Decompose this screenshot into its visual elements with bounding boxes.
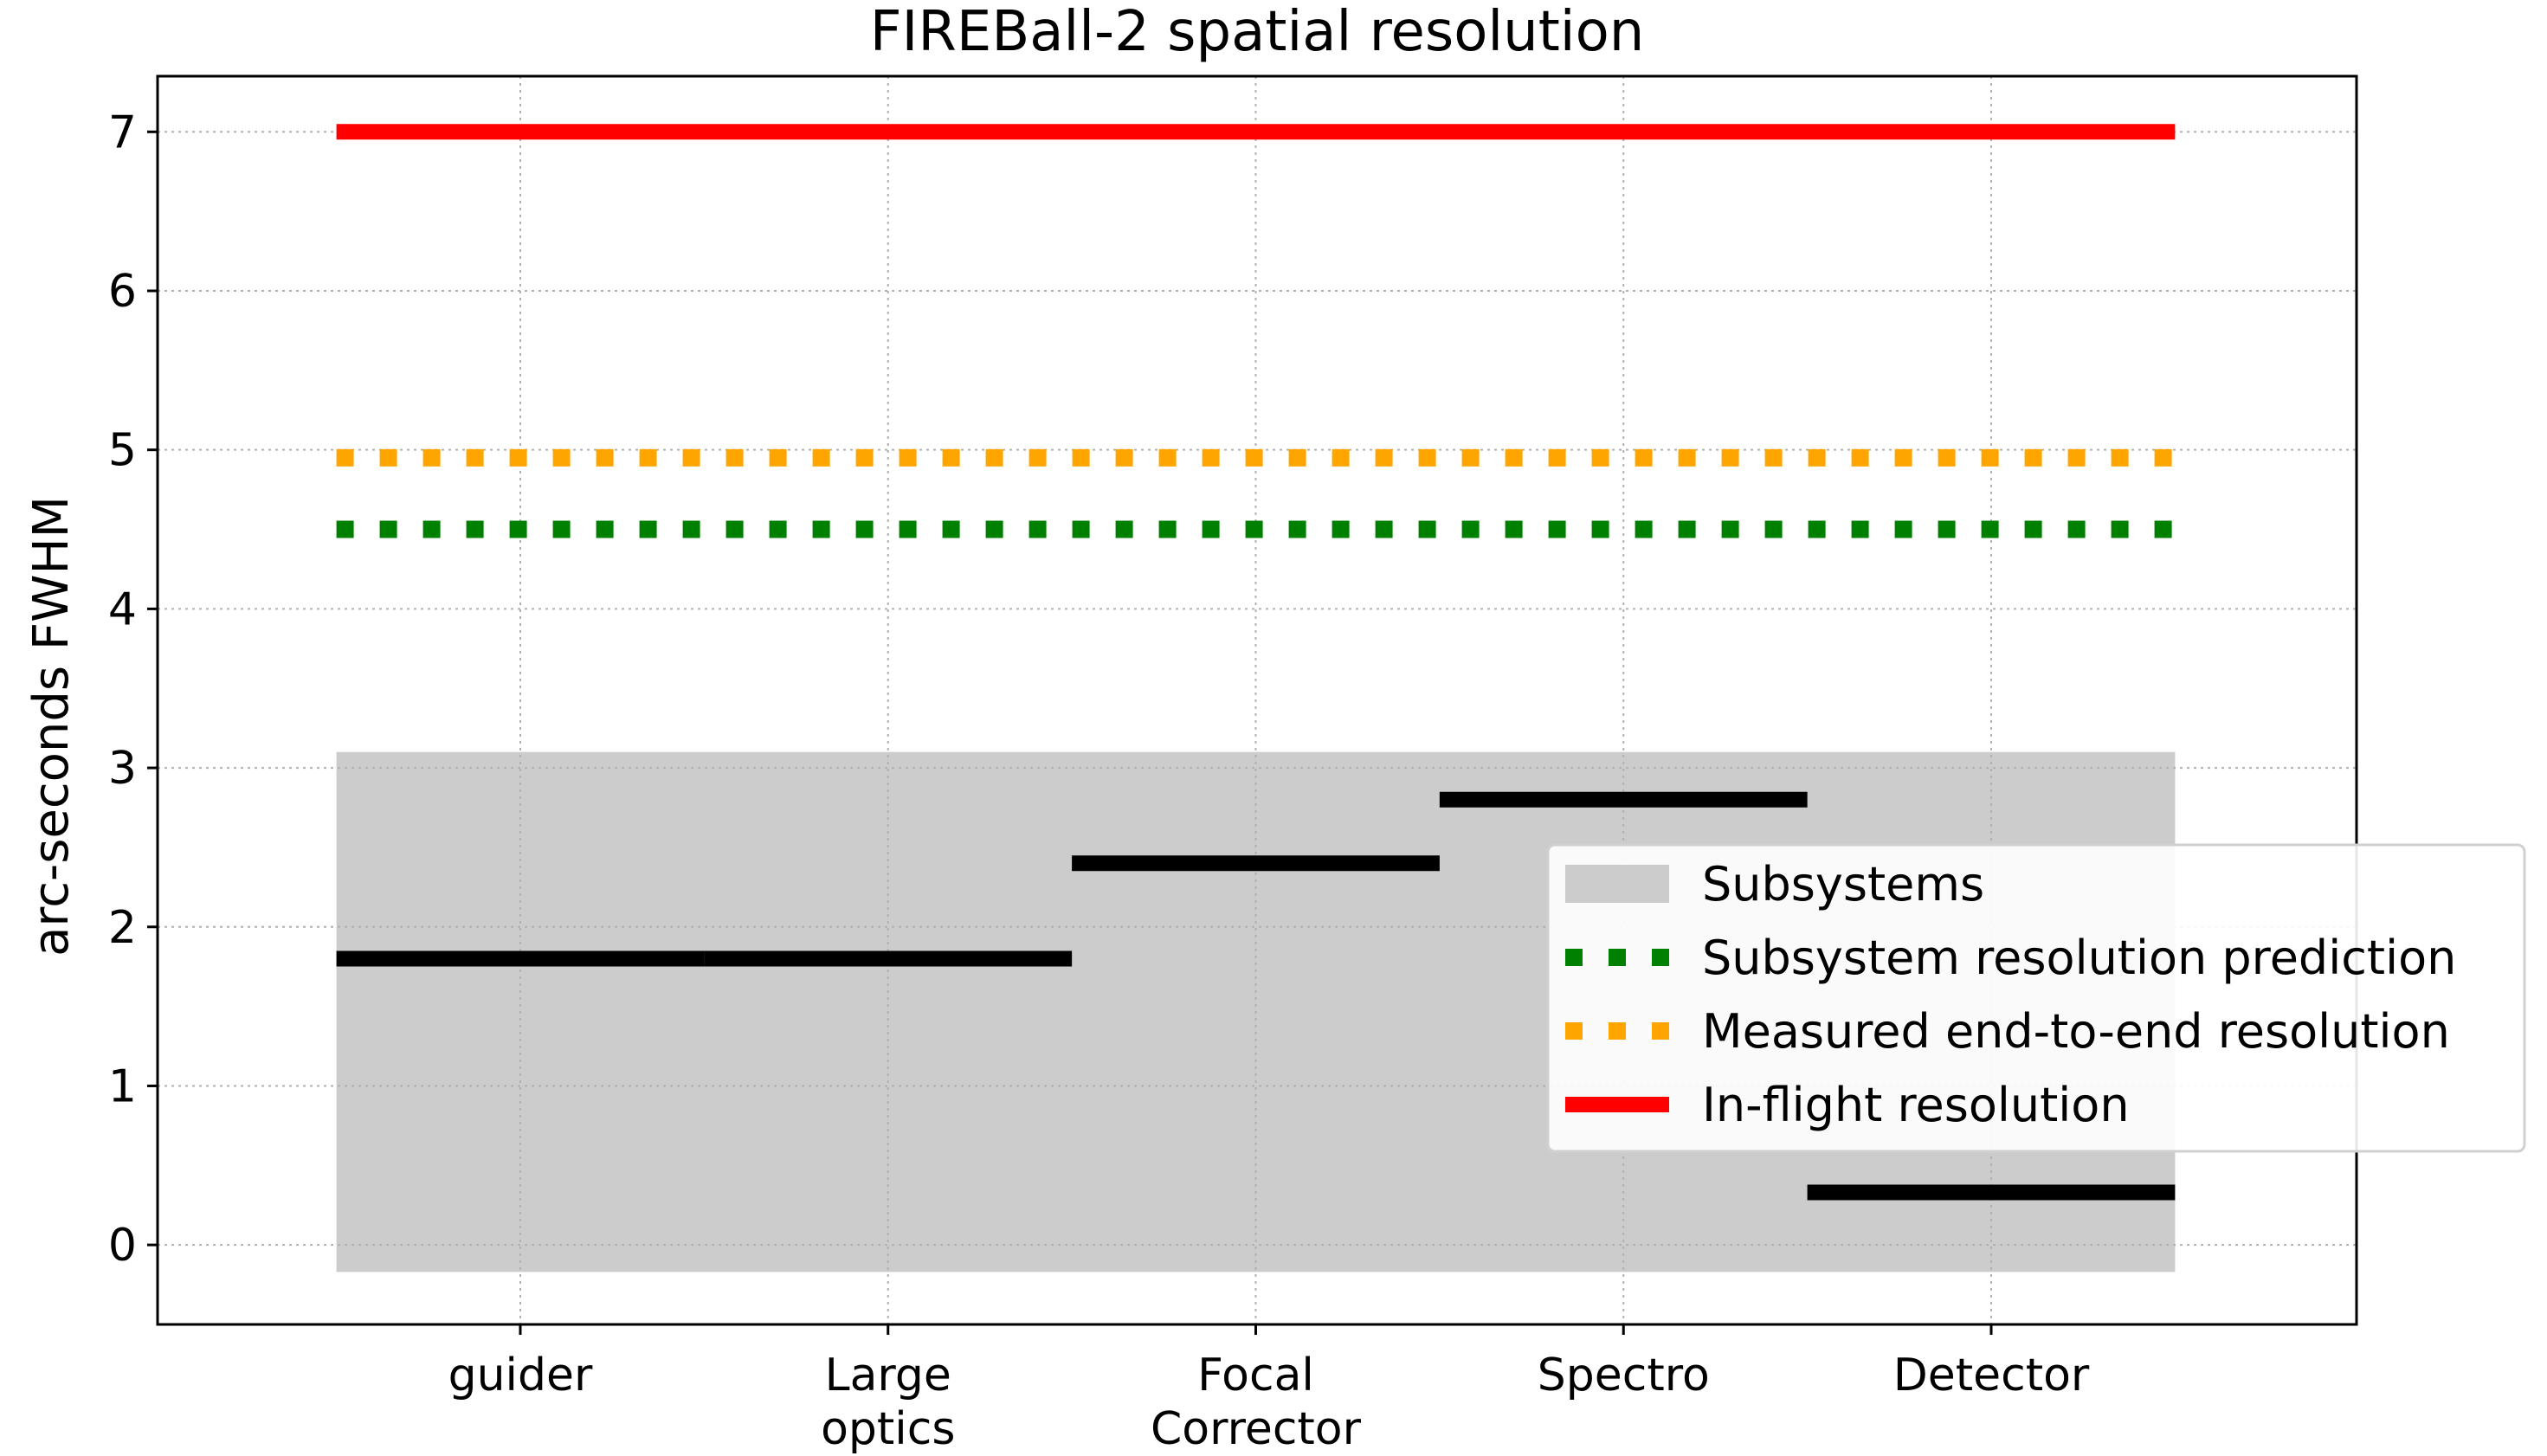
y-tick-label: 0 (108, 1220, 137, 1272)
legend-box (1546, 843, 2526, 1153)
series-layer (336, 124, 2176, 1201)
x-tick-label: guider (448, 1350, 593, 1401)
y-axis-label: arc-seconds FWHM (23, 496, 80, 957)
y-tick-label: 1 (108, 1060, 137, 1112)
y-tick-label: 7 (108, 106, 137, 158)
tick-layer: 0 1 2 3 4 5 6 7 guider Large optics Focal Corrector S… (108, 106, 2090, 1455)
legend-label: Subsystem resolution prediction (1702, 931, 2456, 985)
x-tick-label: Detector (1893, 1350, 2090, 1401)
legend-label: Subsystems (1702, 857, 1984, 912)
x-tick-label: Spectro (1538, 1350, 1710, 1401)
y-tick-label: 5 (108, 425, 137, 477)
legend: Subsystems Subsystem resolution predictio… (1546, 843, 2526, 1153)
chart-title: FIREBall-2 spatial resolution (870, 0, 1645, 64)
y-tick-label: 4 (108, 583, 137, 635)
y-tick-label: 2 (108, 902, 137, 954)
legend-label: In-flight resolution (1702, 1078, 2130, 1132)
x-tick-label: Large optics (821, 1350, 955, 1455)
legend-swatch (1565, 865, 1669, 903)
y-tick-label: 6 (108, 266, 137, 318)
y-tick-label: 3 (108, 743, 137, 795)
legend-label: Measured end-to-end resolution (1702, 1004, 2450, 1059)
x-tick-label: Focal Corrector (1151, 1350, 1362, 1455)
